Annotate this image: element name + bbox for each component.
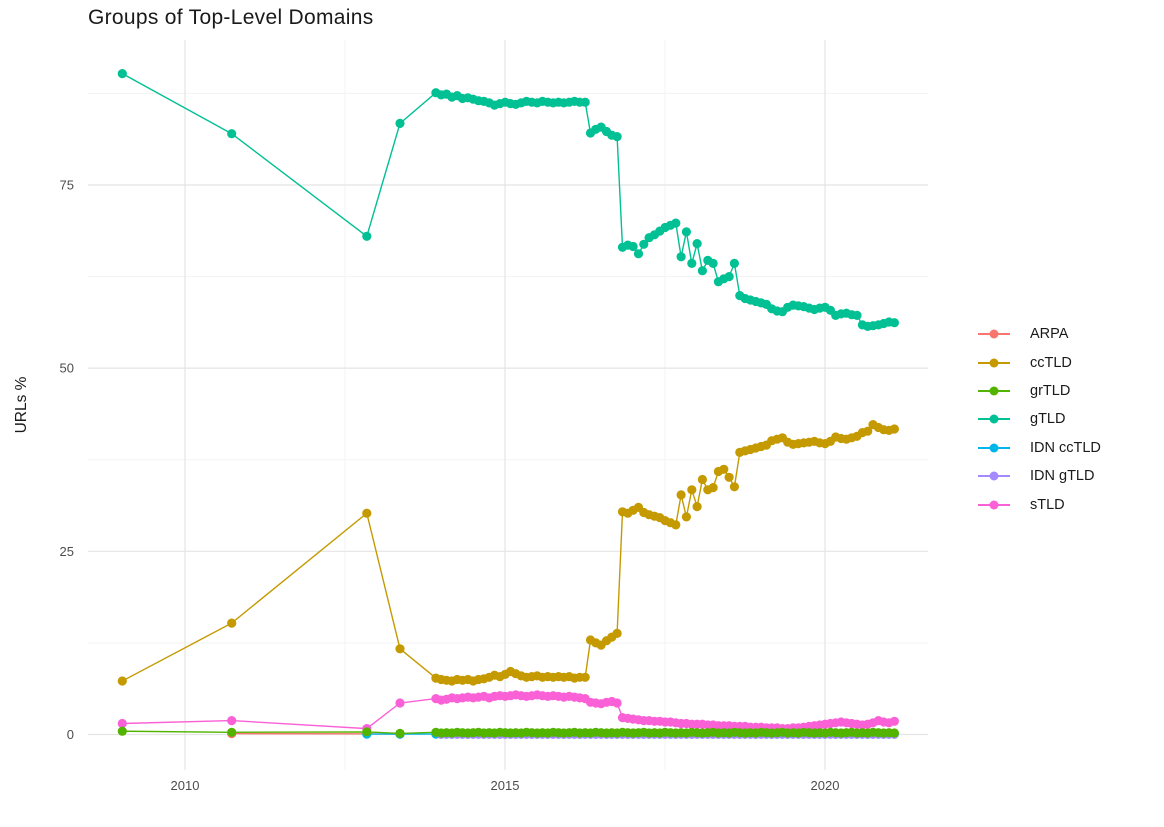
data-point-grtld [117,726,127,736]
data-point-grtld [227,727,237,737]
legend-label: grTLD [1030,382,1071,399]
legend-key-icon [978,329,1010,339]
data-point-gtld [633,249,644,259]
x-tick-label: 2010 [171,778,200,793]
data-point-cctld [362,508,372,518]
data-point-gtld [395,118,405,128]
data-point-cctld [612,628,622,639]
data-point-cctld [724,472,734,482]
data-point-grtld [889,728,900,738]
y-tick-label: 50 [60,361,74,376]
data-point-gtld [227,129,237,139]
series-line-stld [122,694,895,730]
legend-key-icon [978,414,1010,424]
legend-label: ccTLD [1030,354,1072,371]
legend-item-stld: sTLD [978,490,1101,518]
data-point-cctld [395,644,405,654]
data-point-stld [612,698,622,708]
legend-label: ARPA [1030,326,1069,343]
legend-item-idn-gtld: IDN gTLD [978,462,1101,490]
legend: ARPA ccTLD grTLD gTLD IDN ccTLD IDN gTLD sTLD [978,320,1101,519]
data-point-cctld [687,485,697,495]
data-point-gtld [697,266,708,276]
legend-label: gTLD [1030,411,1066,428]
legend-dot-icon [989,358,999,368]
legend-dot-icon [989,443,999,453]
legend-item-arpa: ARPA [978,320,1101,348]
data-point-cctld [719,464,729,474]
data-point-gtld [676,252,686,262]
data-point-gtld [889,318,900,328]
legend-item-idn-cctld: IDN ccTLD [978,434,1101,462]
data-point-cctld [117,676,127,686]
data-point-gtld [692,239,702,249]
chart-title: Groups of Top-Level Domains [88,6,374,29]
data-point-gtld [681,227,692,237]
data-point-cctld [889,424,900,434]
y-tick-label: 25 [60,544,74,559]
data-point-stld [889,716,900,726]
legend-key-icon [978,500,1010,510]
legend-key-icon [978,386,1010,396]
legend-dot-icon [989,500,999,510]
data-point-gtld [729,258,740,268]
data-point-cctld [227,618,237,628]
data-point-cctld [671,520,681,530]
data-point-stld [395,698,405,708]
data-point-cctld [708,483,718,493]
data-point-cctld [729,482,740,492]
data-point-cctld [681,512,692,522]
data-point-gtld [852,310,862,320]
legend-dot-icon [989,414,999,424]
data-point-gtld [362,231,372,241]
legend-item-cctld: ccTLD [978,348,1101,376]
x-tick-label: 2015 [491,778,520,793]
data-point-grtld [362,727,372,737]
data-point-gtld [639,239,649,249]
data-point-cctld [697,474,708,485]
data-point-stld [117,718,127,729]
legend-item-gtld: gTLD [978,405,1101,433]
legend-label: sTLD [1030,496,1065,513]
data-point-gtld [580,97,590,107]
data-point-cctld [863,426,873,436]
data-point-cctld [580,672,590,682]
x-tick-label: 2020 [811,778,840,793]
data-point-gtld [117,69,127,79]
y-tick-label: 75 [60,178,74,193]
legend-item-grtld: grTLD [978,377,1101,405]
legend-dot-icon [989,386,999,396]
y-axis-title: URLs % [13,376,30,434]
legend-key-icon [978,443,1010,453]
legend-label: IDN gTLD [1030,468,1095,485]
y-tick-label: 0 [67,727,74,742]
data-point-grtld [395,728,405,739]
data-point-stld [227,716,237,726]
data-point-gtld [708,258,718,268]
legend-label: IDN ccTLD [1030,439,1101,456]
data-point-cctld [676,490,686,500]
data-point-gtld [612,132,622,142]
data-point-gtld [671,218,681,228]
data-point-gtld [628,241,638,252]
legend-key-icon [978,358,1010,368]
series-line-gtld [121,72,895,328]
data-point-gtld [687,258,697,268]
legend-dot-icon [989,329,999,339]
data-point-cctld [692,502,702,512]
legend-dot-icon [989,471,999,481]
data-point-gtld [724,272,734,282]
legend-key-icon [978,471,1010,481]
